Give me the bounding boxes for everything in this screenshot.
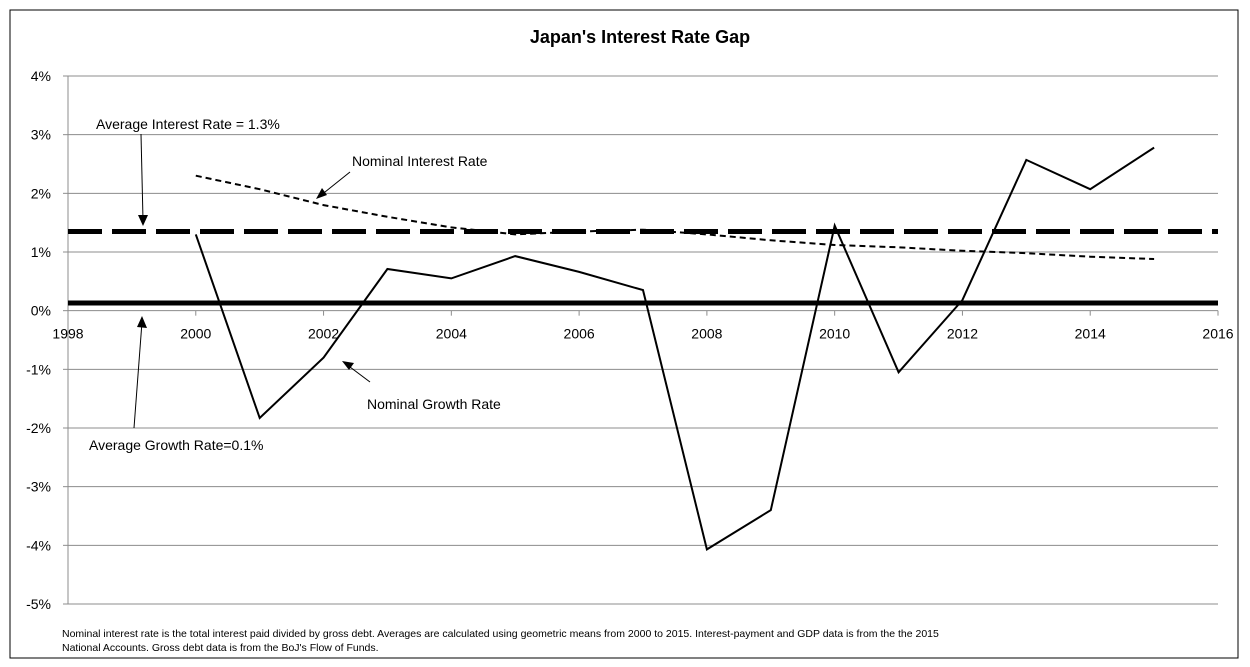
x-tick-label: 2010 xyxy=(819,326,850,342)
x-tick-label: 2002 xyxy=(308,326,339,342)
footnote-line-2: National Accounts. Gross debt data is fr… xyxy=(62,642,379,654)
x-tick-label: 2004 xyxy=(436,326,467,342)
avg-growth-label: Average Growth Rate=0.1% xyxy=(89,437,263,453)
avg-interest-label: Average Interest Rate = 1.3% xyxy=(96,116,280,132)
y-tick-label: -1% xyxy=(26,361,51,377)
x-tick-label: 2012 xyxy=(947,326,978,342)
y-tick-label: 1% xyxy=(31,244,51,260)
y-tick-label: 3% xyxy=(31,127,51,143)
y-tick-label: -3% xyxy=(26,479,51,495)
x-tick-label: 2016 xyxy=(1202,326,1233,342)
chart-title: Japan's Interest Rate Gap xyxy=(530,27,750,47)
y-tick-label: 0% xyxy=(31,303,51,319)
y-tick-label: 2% xyxy=(31,185,51,201)
footnote-line-1: Nominal interest rate is the total inter… xyxy=(62,628,939,640)
x-tick-label: 1998 xyxy=(52,326,83,342)
y-tick-label: -2% xyxy=(26,420,51,436)
y-tick-label: -4% xyxy=(26,537,51,553)
y-tick-label: 4% xyxy=(31,68,51,84)
x-tick-label: 2008 xyxy=(691,326,722,342)
nominal-interest-label: Nominal Interest Rate xyxy=(352,153,488,169)
x-tick-label: 2000 xyxy=(180,326,211,342)
y-tick-label: -5% xyxy=(26,596,51,612)
nominal-growth-label: Nominal Growth Rate xyxy=(367,396,501,412)
x-tick-label: 2006 xyxy=(564,326,595,342)
x-tick-label: 2014 xyxy=(1075,326,1106,342)
